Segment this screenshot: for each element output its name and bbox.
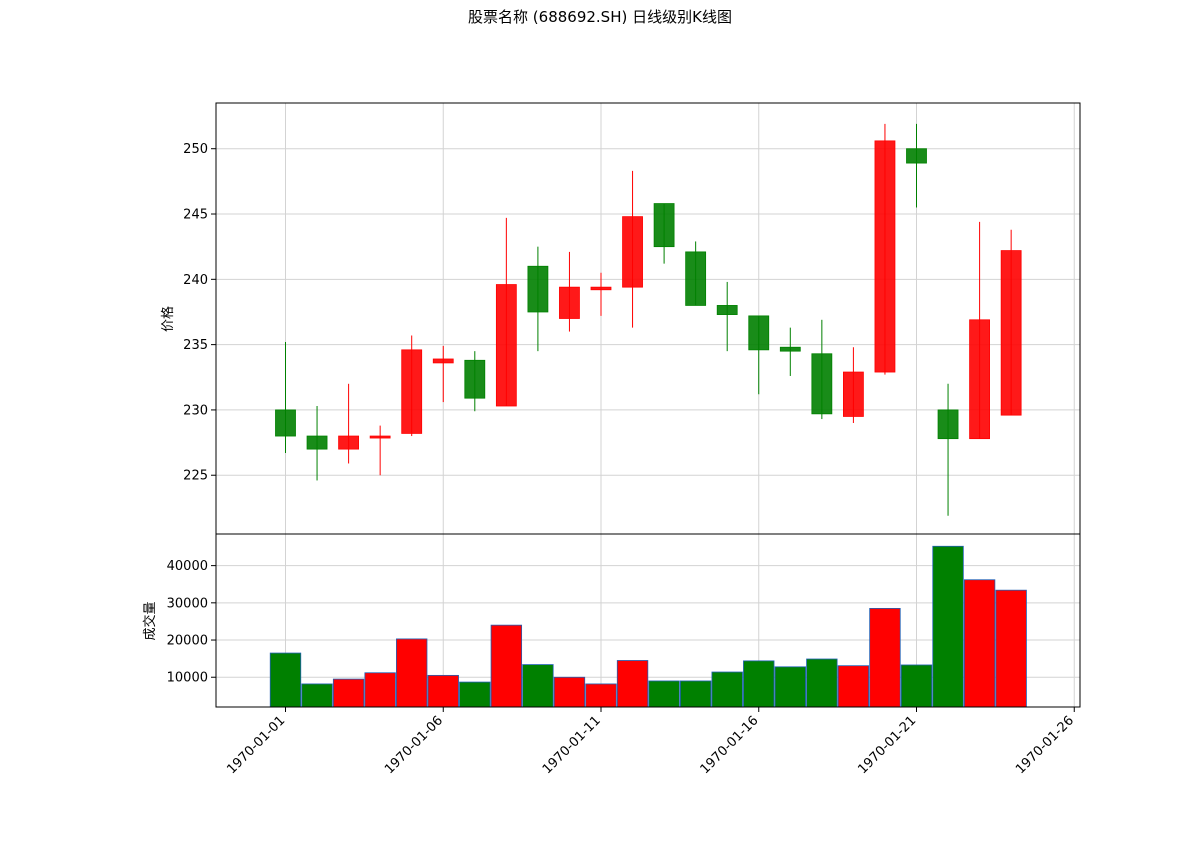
volume-bar	[932, 545, 964, 708]
candle-body	[874, 140, 896, 373]
candle-body	[685, 251, 707, 306]
x-tick-label: 1970-01-06	[382, 713, 446, 777]
price-axis-label: 价格	[160, 306, 176, 332]
candle-body	[969, 319, 990, 440]
volume-bar	[585, 683, 617, 708]
candle-body	[748, 315, 770, 351]
volume-tick-label: 40000	[167, 559, 208, 574]
candles	[275, 123, 1022, 516]
candle-body	[716, 305, 738, 315]
price-grid	[216, 103, 1080, 534]
volume-axis-label: 成交量	[142, 601, 158, 640]
volume-bar	[553, 676, 586, 708]
x-tick-label: 1970-01-11	[540, 713, 604, 777]
x-tick-label: 1970-01-21	[855, 713, 919, 777]
candle-body	[843, 371, 864, 417]
price-tick-label: 230	[183, 403, 208, 418]
volume-bar	[332, 678, 365, 708]
candle-body	[306, 435, 328, 450]
candle-body	[369, 435, 391, 439]
x-tick-label: 1970-01-26	[1013, 713, 1077, 777]
candle-body	[464, 359, 486, 399]
volume-bar	[396, 638, 428, 708]
price-tick-label: 250	[183, 142, 208, 157]
volume-tick-label: 10000	[167, 671, 208, 686]
volume-axes-frame	[215, 533, 1081, 708]
volume-bar	[963, 579, 996, 708]
volume-bar	[269, 652, 302, 708]
axes-frames	[215, 102, 1081, 708]
volume-bar	[522, 664, 554, 708]
volume-bar	[869, 608, 901, 708]
candle-body	[906, 148, 927, 164]
chart-title: 股票名称 (688692.SH) 日线级别K线图	[468, 8, 732, 26]
volume-bar	[743, 660, 775, 708]
volume-bar	[900, 664, 933, 708]
price-tick-label: 245	[183, 208, 208, 223]
candle-body	[811, 353, 833, 415]
candle-body	[779, 346, 801, 352]
candle-body	[653, 203, 675, 248]
volume-bar	[837, 665, 870, 708]
candle-body	[432, 358, 454, 364]
volume-bar	[679, 680, 712, 708]
volume-bar	[364, 672, 396, 708]
volume-bar	[459, 681, 491, 708]
candle-body	[590, 286, 612, 291]
candle-body	[527, 265, 549, 313]
x-tick-label: 1970-01-16	[698, 713, 762, 777]
candle-body	[275, 409, 296, 437]
candle-body	[495, 284, 517, 407]
volume-bar	[490, 624, 523, 708]
price-tick-label: 225	[183, 469, 208, 484]
volume-bars	[269, 545, 1027, 708]
volume-bar	[995, 589, 1027, 708]
x-tick-label: 1970-01-01	[224, 713, 288, 777]
volume-bar	[648, 680, 680, 708]
candle-body	[937, 409, 959, 440]
volume-bar	[806, 658, 838, 708]
candle-body	[622, 216, 643, 288]
price-tick-label: 240	[183, 273, 208, 288]
volume-bar	[301, 683, 333, 708]
candle-body	[559, 286, 580, 319]
price-tick-label: 235	[183, 338, 208, 353]
candle-body	[1000, 250, 1022, 416]
volume-bar	[774, 666, 806, 708]
volume-tick-label: 20000	[167, 634, 208, 649]
volume-bar	[427, 674, 459, 708]
candle-body	[401, 349, 423, 434]
price-axes-frame	[215, 102, 1081, 535]
volume-bar	[616, 660, 649, 708]
volume-bar	[711, 671, 743, 708]
volume-tick-label: 30000	[167, 596, 208, 611]
candle-body	[338, 435, 360, 450]
